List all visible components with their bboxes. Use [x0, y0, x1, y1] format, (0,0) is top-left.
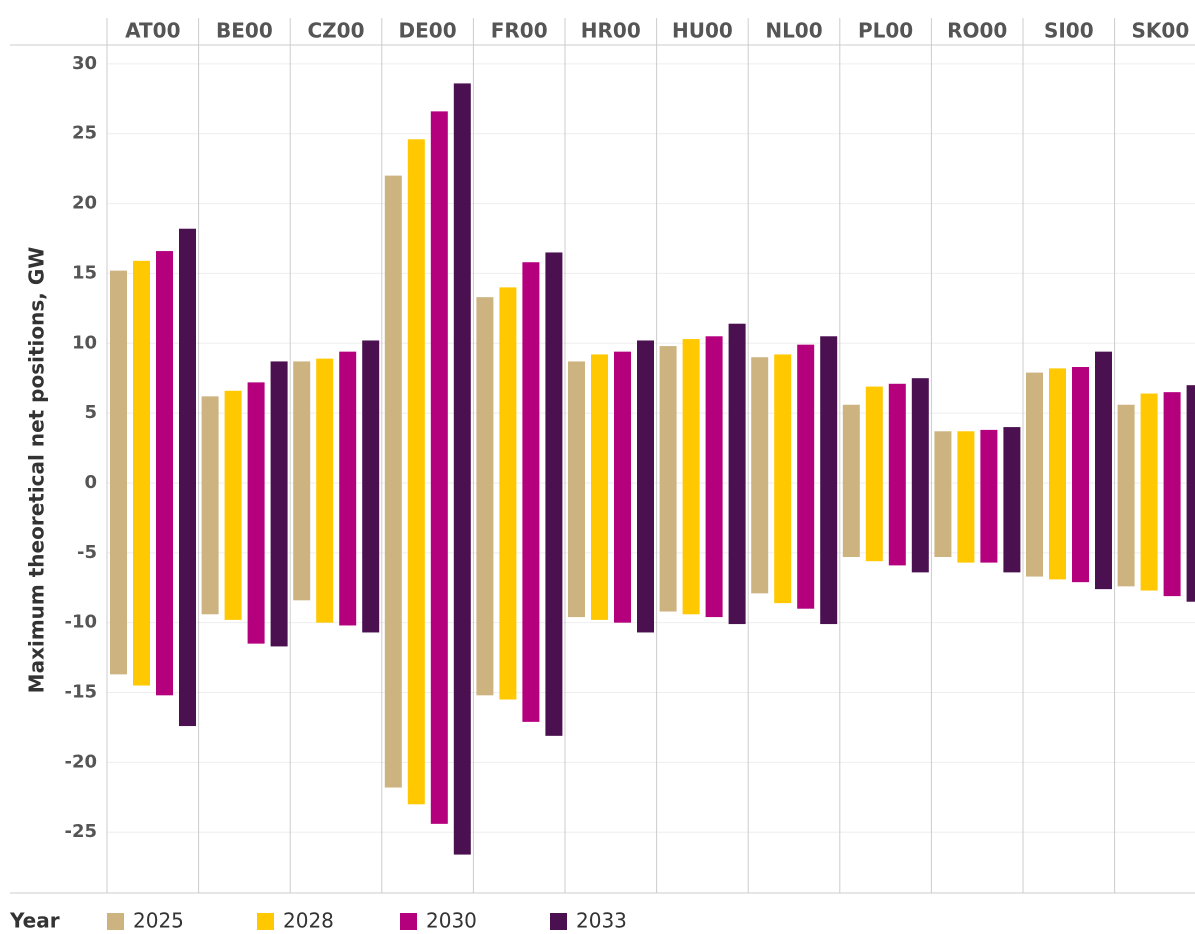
category-label: PL00	[858, 19, 913, 43]
category-label: SI00	[1044, 19, 1094, 43]
legend-swatch	[400, 913, 417, 930]
bar	[1026, 372, 1043, 577]
bar	[1049, 368, 1066, 580]
y-tick-label: 5	[84, 402, 97, 423]
y-tick-label: 30	[72, 53, 97, 74]
legend-label: 2028	[283, 909, 334, 933]
category-label: NL00	[765, 19, 822, 43]
bar	[705, 336, 723, 618]
legend-title: Year	[9, 909, 60, 933]
bar	[179, 228, 196, 727]
bar	[980, 429, 998, 563]
bar	[659, 346, 677, 612]
legend-label: 2030	[426, 909, 477, 933]
y-tick-label: -5	[77, 542, 97, 563]
bar	[201, 396, 219, 615]
bar	[1095, 351, 1112, 590]
bar	[453, 83, 471, 855]
category-label: CZ00	[307, 19, 364, 43]
y-tick-label: -10	[64, 612, 97, 633]
category-label: HU00	[672, 19, 733, 43]
bar	[774, 354, 792, 604]
bar	[384, 175, 402, 788]
bar	[133, 260, 150, 686]
bar	[270, 361, 288, 647]
y-tick-label: -15	[64, 682, 97, 703]
bar	[888, 383, 906, 566]
bar	[568, 361, 585, 618]
bar	[911, 378, 929, 573]
category-label: BE00	[216, 19, 273, 43]
bar	[476, 297, 494, 696]
y-tick-label: 15	[72, 262, 97, 283]
bar	[1163, 392, 1181, 597]
bar	[614, 351, 631, 623]
y-tick-label: 20	[72, 193, 97, 214]
bar	[934, 431, 952, 558]
bar	[1186, 385, 1195, 602]
bar	[407, 139, 425, 805]
bar	[820, 336, 838, 625]
category-label: SK00	[1132, 19, 1190, 43]
bar	[728, 323, 746, 625]
legend-swatch	[550, 913, 567, 930]
bar	[1140, 393, 1158, 591]
bar	[545, 252, 563, 736]
bar	[751, 357, 769, 594]
bar	[591, 354, 608, 620]
y-tick-label: -20	[64, 751, 97, 772]
bar	[499, 287, 517, 700]
bar	[430, 111, 448, 824]
bar	[865, 386, 883, 562]
y-tick-label: 10	[72, 332, 97, 353]
y-tick-label: 0	[84, 472, 97, 493]
bar	[637, 340, 654, 633]
bar	[156, 251, 173, 696]
category-label: AT00	[125, 19, 180, 43]
bar	[316, 358, 334, 623]
bar	[1003, 427, 1021, 573]
bar	[1072, 367, 1089, 583]
y-axis-title: Maximum theoretical net positions, GW	[25, 247, 49, 694]
legend-swatch	[257, 913, 274, 930]
category-label: HR00	[581, 19, 641, 43]
legend-label: 2033	[576, 909, 627, 933]
bar	[522, 262, 540, 722]
bar	[224, 390, 242, 620]
bar	[362, 340, 380, 633]
bar	[339, 351, 357, 626]
bar	[957, 431, 975, 563]
bar	[110, 270, 127, 675]
category-label: DE00	[399, 19, 457, 43]
bar	[247, 382, 265, 644]
category-label: RO00	[947, 19, 1007, 43]
legend-label: 2025	[133, 909, 184, 933]
bar	[293, 361, 311, 601]
y-tick-label: 25	[72, 123, 97, 144]
bar	[842, 404, 860, 558]
bar	[1117, 404, 1135, 587]
bar	[797, 344, 815, 609]
bar	[682, 339, 700, 615]
category-label: FR00	[491, 19, 548, 43]
y-tick-label: -25	[64, 821, 97, 842]
legend-swatch	[107, 913, 124, 930]
